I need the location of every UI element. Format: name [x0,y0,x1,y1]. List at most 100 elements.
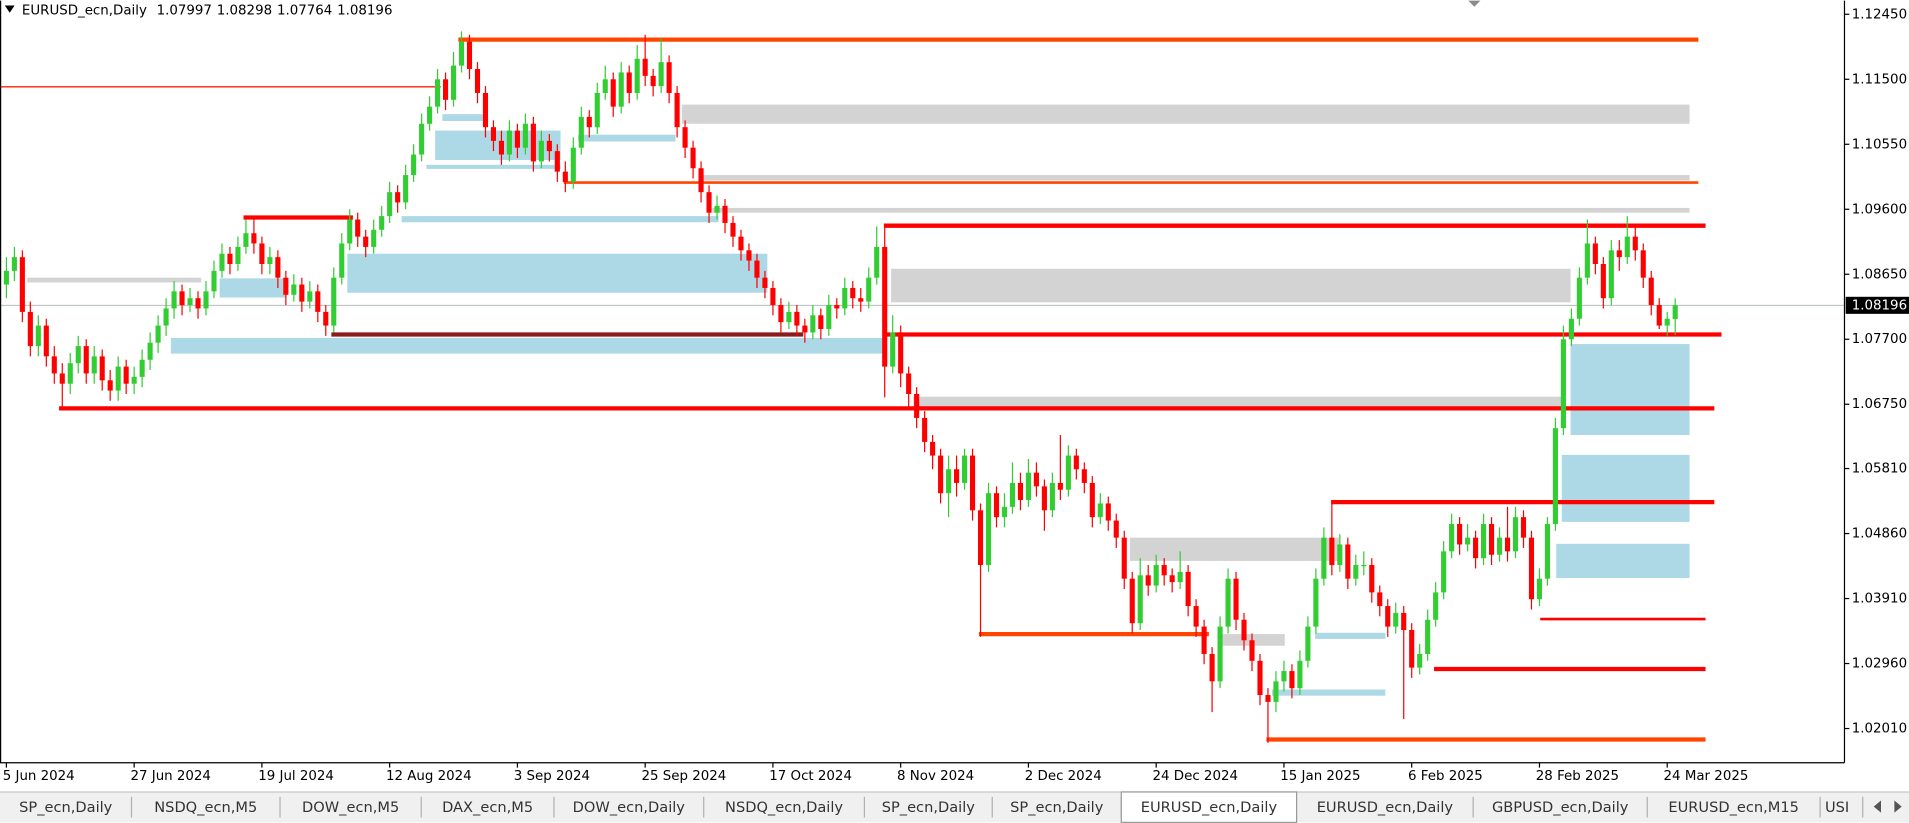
tab[interactable]: EURUSD_ecn,Daily [1317,796,1474,818]
candle-body [650,75,656,87]
candle-body [762,277,768,288]
candle-body [379,216,385,230]
zone [1129,537,1340,561]
candle-body [1353,565,1359,579]
tab-label[interactable]: DOW_ecn,Daily [573,799,686,816]
tab[interactable]: DOW_ecn,Daily [573,796,705,818]
candle-body [3,270,9,285]
candle-body [1457,523,1463,545]
tab-scroll-right[interactable] [1894,800,1902,813]
candle-body [914,393,920,418]
tab[interactable]: NSDQ_ecn,M5 [154,796,281,818]
candle-body [1137,575,1143,624]
tab[interactable]: EURUSD_ecn,Daily [1120,791,1298,823]
candle-body [1025,472,1031,501]
menu-triangle[interactable] [4,5,15,13]
candle-body [1632,236,1638,251]
y-tick-label: 1.12450 [1852,7,1907,22]
zone [347,253,768,293]
candle-body [858,298,864,302]
candle-body [1512,517,1519,552]
zone [1570,344,1690,436]
tab-label[interactable]: SP_ecn,Daily [882,799,976,816]
candle-body [171,291,177,309]
tab-label[interactable]: EURUSD_ecn,Daily [1141,799,1278,816]
candle-body [1161,565,1167,576]
y-tick-label: 1.05810 [1852,462,1907,477]
tab-label[interactable]: GBPUSD_ecn,Daily [1492,799,1629,816]
y-tick-label: 1.06750 [1852,397,1907,412]
tab-label[interactable]: SP_ecn,Daily [1010,799,1104,816]
x-tick-label: 12 Aug 2024 [386,769,472,784]
candle-body [435,79,441,107]
candle-body [1297,660,1303,689]
candle-body [546,140,552,152]
tab-label[interactable]: USI [1825,799,1849,816]
candle-body [786,311,792,323]
candle-body [1488,523,1495,555]
candle-body [1113,520,1119,538]
tab-label[interactable]: NSDQ_ecn,M5 [154,799,257,816]
tab[interactable]: DOW_ecn,M5 [302,796,422,818]
candle-body [339,243,345,278]
candle-body [578,116,584,148]
tab[interactable]: GBPUSD_ecn,Daily [1492,796,1648,818]
x-tick-label: 25 Sep 2024 [642,769,727,784]
tab-label[interactable]: DAX_ecn,M5 [442,799,533,816]
tab-label[interactable]: SP_ecn,Daily [19,799,113,816]
candle-body [794,311,800,326]
candle-body [530,123,536,162]
tab-label[interactable]: EURUSD_ecn,M15 [1668,799,1799,816]
tab[interactable]: SP_ecn,Daily [882,796,993,818]
tab[interactable]: NSDQ_ecn,Daily [725,796,866,818]
candle-body [834,305,840,309]
tab-scroll-left[interactable] [1873,800,1881,813]
candle-body [1377,592,1383,607]
candle-body [1033,472,1039,487]
candle-body [179,291,185,306]
candle-body [490,127,497,141]
candle-body [1281,671,1287,682]
tab[interactable]: DAX_ecn,M5 [442,796,555,818]
candle-body [1177,571,1183,583]
candle-body [738,236,744,251]
candle-body [1496,537,1503,555]
candle-body [1393,612,1399,627]
candle-body [1009,482,1016,507]
candle-body [1401,612,1407,631]
candle-body [969,455,976,511]
candle-body [850,287,856,299]
candle-body [514,130,520,148]
tab-label[interactable]: DOW_ecn,M5 [302,799,399,816]
y-tick-label: 1.08650 [1852,267,1907,282]
candle-body [1528,537,1535,600]
candle-body [243,233,249,247]
zone [27,277,202,283]
candle-body [594,92,600,128]
y-tick-label: 1.09600 [1852,202,1907,217]
candle-body [666,62,672,93]
candle-body [115,366,121,391]
x-tick-label: 17 Oct 2024 [769,769,852,784]
candle-body [1337,544,1343,566]
candle-body [107,380,113,391]
candle-body [562,171,568,182]
candle-body [1361,565,1367,567]
candle-body [235,246,241,264]
tab[interactable]: EURUSD_ecn,M15 [1668,796,1821,818]
high-value: 1.08298 [217,3,272,18]
candle-body [403,175,409,203]
candle-body [1121,537,1127,579]
tab-label[interactable]: EURUSD_ecn,Daily [1317,799,1454,816]
candle-body [690,147,696,169]
candle-body [267,257,273,264]
candle-body [1241,619,1247,641]
plot-area [0,31,1845,743]
tab[interactable]: SP_ecn,Daily [19,796,133,818]
candle-body [27,311,33,347]
candle-body [602,79,608,93]
tab[interactable]: USI [1825,796,1864,818]
tab-label[interactable]: NSDQ_ecn,Daily [725,799,843,816]
candle-body [1225,578,1231,627]
